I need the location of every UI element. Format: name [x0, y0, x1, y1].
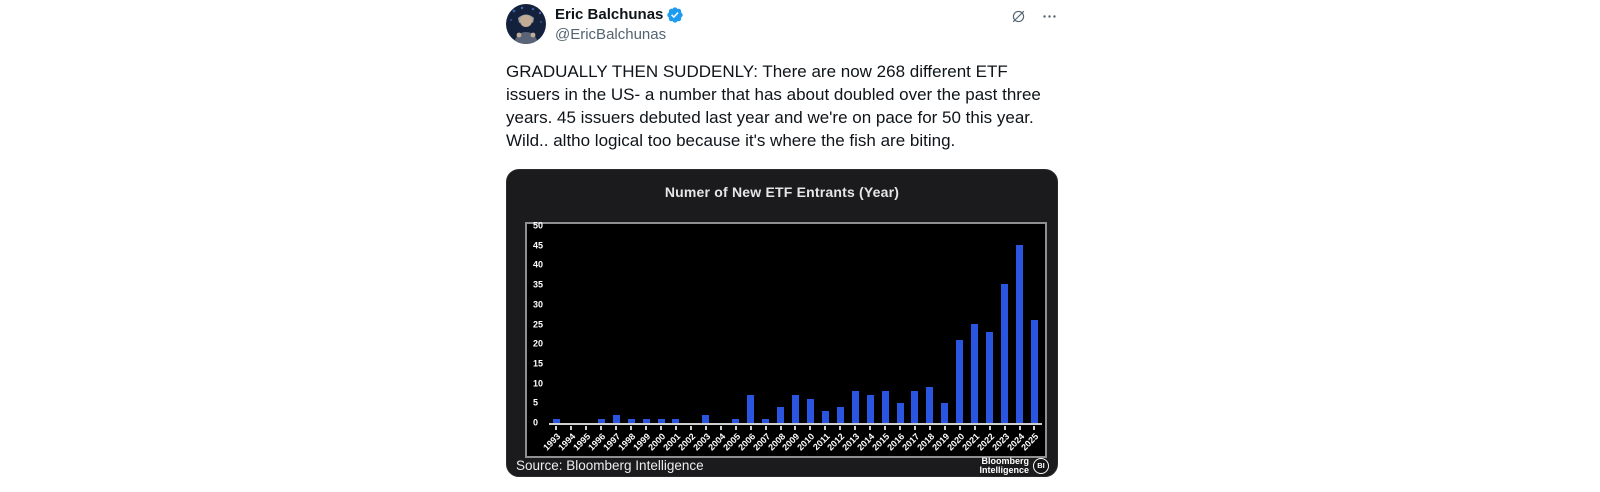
bar-1996 [597, 419, 605, 423]
chart-image[interactable]: Numer of New ETF Entrants (Year) 0 5 10 15 2… [506, 169, 1058, 477]
bar-slot-2014 [863, 225, 878, 430]
bar-1993 [552, 419, 560, 423]
bar-2013 [851, 391, 859, 423]
bar-slot-1997 [609, 225, 624, 430]
verified-badge-icon [667, 7, 684, 23]
chart-footer: Source: Bloomberg Intelligence Bloomberg… [507, 456, 1057, 475]
grok-icon [1012, 10, 1025, 23]
bar-slot-2011 [818, 225, 833, 430]
chart-title: Numer of New ETF Entrants (Year) [664, 184, 900, 200]
author-handle[interactable]: @EricBalchunas [555, 26, 667, 43]
y-tick-20: 20 [533, 338, 544, 349]
bar-2015 [881, 391, 889, 423]
bar-2001 [672, 419, 680, 423]
bar-2016 [896, 403, 904, 423]
bar-slot-2002 [683, 225, 698, 430]
bar-1999 [642, 419, 650, 423]
bar-slot-2001 [669, 225, 684, 430]
y-tick-35: 35 [533, 279, 544, 290]
bar-slot-2000 [654, 225, 669, 430]
bar-slot-2008 [773, 225, 788, 430]
header-actions [1010, 4, 1058, 25]
bar-slot-2009 [788, 225, 803, 430]
bar-slot-1995 [579, 225, 594, 430]
author-block: Eric Balchunas @EricBalchunas [555, 4, 684, 45]
bar-slot-2003 [698, 225, 713, 430]
y-tick-50: 50 [533, 220, 544, 231]
bar-2012 [836, 407, 844, 423]
tweet-text: GRADUALLY THEN SUDDENLY: There are now 2… [506, 62, 1041, 150]
bar-slot-2016 [893, 225, 908, 430]
bar-slot-2013 [848, 225, 863, 430]
bar-2025 [1030, 320, 1038, 423]
bar-slot-2019 [937, 225, 952, 430]
y-axis-labels: 0 5 10 15 20 25 30 35 40 45 50 [533, 221, 549, 427]
author-name[interactable]: Eric Balchunas [555, 6, 664, 23]
y-tick-15: 15 [533, 358, 544, 369]
tweet: Eric Balchunas @EricBalchunas [506, 4, 1058, 477]
chart-source: Source: Bloomberg Intelligence [516, 458, 704, 473]
bar-2021 [971, 324, 979, 423]
bar-slot-2021 [967, 225, 982, 430]
bar-2014 [866, 395, 874, 423]
y-tick-10: 10 [533, 378, 544, 389]
bar-2007 [762, 419, 770, 423]
ellipsis-icon [1043, 15, 1056, 18]
bar-slot-1996 [594, 225, 609, 430]
bar-slot-2004 [713, 225, 728, 430]
x-axis-labels: 1993 1994 1995 1996 1997 1998 1999 2000 2001 2002… [542, 425, 1042, 456]
bar-2000 [657, 419, 665, 423]
y-tick-0: 0 [533, 417, 539, 428]
bar-2010 [806, 399, 814, 423]
bar-slot-1994 [564, 225, 579, 430]
bar-slot-2012 [833, 225, 848, 430]
bar-2011 [821, 411, 829, 423]
bar-slot-2023 [997, 225, 1012, 430]
bar-1998 [627, 419, 635, 423]
bar-slot-2007 [758, 225, 773, 430]
bar-slot-2005 [728, 225, 743, 430]
bloomberg-intelligence-logo: Bloomberg Intelligence BI [979, 455, 1049, 475]
bar-2018 [926, 387, 934, 423]
avatar[interactable] [506, 4, 546, 44]
y-tick-25: 25 [533, 319, 544, 329]
bar-slot-2020 [952, 225, 967, 430]
bar-2006 [747, 395, 755, 423]
bloomberg-logo-text: Bloomberg Intelligence [979, 455, 1029, 475]
bar-slot-2010 [803, 225, 818, 430]
bar-2024 [1016, 244, 1024, 423]
bar-2020 [956, 339, 964, 423]
tweet-header: Eric Balchunas @EricBalchunas [506, 4, 1058, 45]
bar-slot-1998 [624, 225, 639, 430]
bar-slot-2025 [1027, 225, 1042, 430]
bar-2022 [986, 331, 994, 423]
more-button[interactable] [1041, 8, 1058, 25]
bar-2019 [941, 403, 949, 423]
bar-2023 [1001, 284, 1009, 423]
bar-slot-2017 [908, 225, 923, 430]
avatar-image [506, 4, 546, 44]
chart-bars [549, 225, 1042, 430]
bar-2005 [732, 419, 740, 423]
y-tick-5: 5 [533, 397, 539, 408]
x-tick-2025: 2025 [1019, 431, 1041, 453]
grok-button[interactable] [1010, 8, 1027, 25]
bar-slot-1993 [549, 225, 564, 430]
bar-2003 [702, 415, 710, 423]
bar-1997 [612, 415, 620, 423]
bar-slot-1999 [639, 225, 654, 430]
bar-slot-2015 [878, 225, 893, 430]
chart-plot-area: 0 5 10 15 20 25 30 35 40 45 50 1993 1994 1995 1996 199… [525, 221, 1047, 458]
y-tick-40: 40 [533, 259, 544, 270]
bar-2009 [791, 395, 799, 423]
bar-2008 [777, 407, 785, 423]
bar-slot-2022 [982, 225, 997, 430]
y-tick-45: 45 [533, 240, 544, 251]
bi-badge-icon: BI [1033, 457, 1049, 474]
bar-slot-2024 [1012, 225, 1027, 430]
bar-slot-2018 [922, 225, 937, 430]
bar-slot-2006 [743, 225, 758, 430]
bar-2017 [911, 391, 919, 423]
y-tick-30: 30 [533, 299, 544, 310]
